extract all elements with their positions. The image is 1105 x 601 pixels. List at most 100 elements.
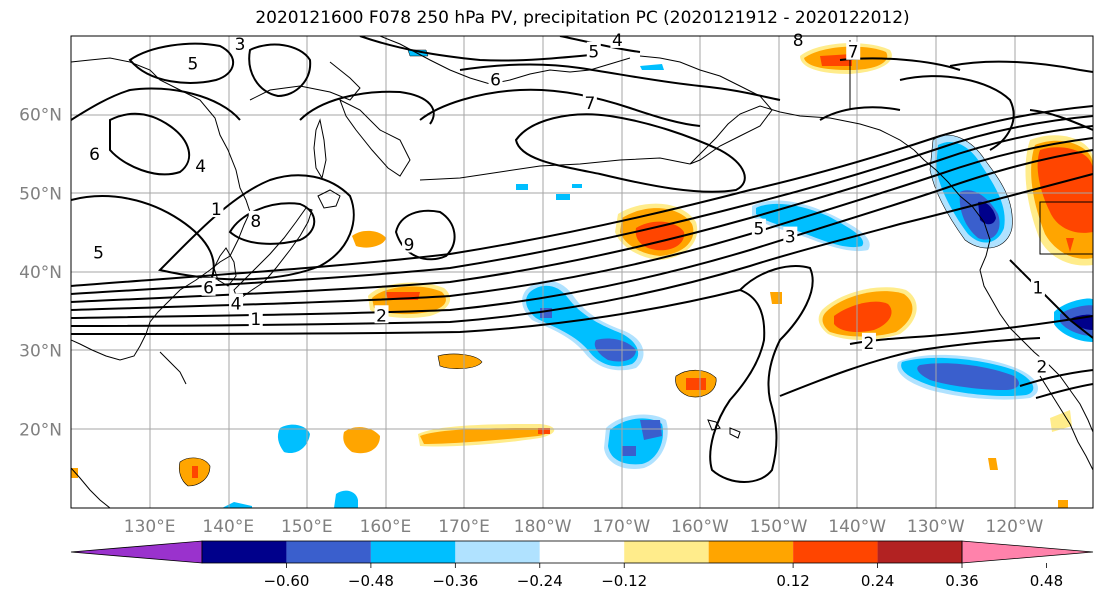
- precip-pos-small5-core: [192, 466, 198, 478]
- coastlines: [71, 36, 1093, 508]
- pv-loop-trough: [709, 265, 814, 483]
- precip-neg-nepac-mid: [756, 203, 864, 248]
- precip-neg-small5: [640, 64, 664, 70]
- contour-label-bg: [233, 33, 248, 52]
- contour-label-bg: [201, 277, 216, 296]
- contour-label-bg: [185, 53, 200, 72]
- contour-label-bg: [229, 293, 244, 312]
- contour-label-bg: [209, 199, 224, 218]
- contour-label: 6: [203, 279, 214, 299]
- coast-korea: [213, 247, 237, 287]
- contour-label: 4: [195, 157, 206, 177]
- contour-label: 8: [250, 212, 261, 232]
- pv-loop-east4: [1035, 383, 1093, 399]
- colorbar-tick-label: 0.24: [861, 572, 894, 590]
- coast-hawaii: [707, 419, 741, 439]
- lat-label: 50°N: [19, 184, 62, 204]
- colorbar-bin: [624, 541, 709, 563]
- contour-label: 1: [250, 310, 261, 330]
- pv-jet-2: [71, 137, 1093, 311]
- coast-asia-mainland: [71, 57, 251, 361]
- contour-label-bg: [193, 155, 208, 174]
- contour-label: 2: [864, 334, 875, 354]
- contour-label-bg: [1034, 356, 1049, 375]
- contour-label: 4: [231, 294, 242, 314]
- contour-label: 5: [753, 220, 764, 240]
- contour-label-bg: [91, 242, 106, 261]
- lon-label: 140°E: [202, 517, 254, 537]
- pv-loop-north2: [459, 63, 781, 101]
- precip-pos-small6: [770, 292, 782, 304]
- contour-label-bg: [87, 144, 102, 162]
- precip-shading: [71, 43, 1093, 508]
- lon-label: 160°W: [671, 517, 729, 537]
- contour-label: 6: [490, 70, 501, 90]
- border-canada-us: [1039, 201, 1093, 255]
- pv-contours: [71, 36, 1093, 483]
- precip-pos-small3-core: [686, 378, 706, 390]
- pv-jet-5: [71, 105, 1093, 287]
- coast-ryukyu: [159, 351, 187, 385]
- colorbar-tick-label: −0.48: [348, 572, 394, 590]
- colorbar-tick-label: −0.24: [517, 572, 563, 590]
- colorbar: −0.60 −0.48 −0.36 −0.24 −0.12 0.12 0.24 0.36 0.4…: [70, 540, 1094, 590]
- lon-label: 170°E: [438, 517, 490, 537]
- precip-neg-dateline-strong2: [540, 308, 552, 318]
- pv-loop-japan-outer: [158, 174, 355, 281]
- lat-label: 20°N: [19, 420, 62, 440]
- pv-loop-gulf2: [819, 106, 901, 121]
- contour-label-bg: [610, 29, 625, 48]
- contour-label-bg: [586, 41, 601, 60]
- lat-label: 40°N: [19, 263, 62, 283]
- pv-loop-east1: [779, 337, 1041, 397]
- contour-label: 4: [612, 31, 623, 51]
- precip-pos-small2: [437, 353, 483, 369]
- colorbar-bin: [202, 541, 287, 563]
- colorbar-bin: [793, 541, 878, 563]
- pv-loop-nw1: [128, 42, 234, 84]
- pv-loop-west: [71, 195, 215, 283]
- longitude-labels: 130°E 140°E 150°E 160°E 170°E 180°W 170°W 160°W…: [124, 517, 1044, 537]
- contour-label-bg: [248, 210, 263, 229]
- pv-loop-north1: [359, 36, 601, 62]
- precip-pos-small-red: [1066, 238, 1074, 252]
- coast-okhotsk: [249, 61, 361, 101]
- contour-label: 7: [584, 94, 595, 114]
- lon-label: 130°E: [124, 517, 176, 537]
- contour-label-bg: [248, 309, 263, 328]
- colorbar-bin: [370, 541, 456, 563]
- contour-label: 1: [1033, 279, 1044, 299]
- pv-loop-siberia: [299, 90, 435, 125]
- colorbar-tick-label: 0.36: [945, 572, 978, 590]
- latitude-labels: 60°N 50°N 40°N 30°N 20°N: [19, 106, 62, 441]
- pv-jet-7: [71, 289, 741, 335]
- lat-label: 30°N: [19, 342, 62, 362]
- contour-label-bg: [791, 29, 806, 48]
- lon-label: 160°E: [360, 517, 412, 537]
- precip-neg-pacnw-core: [978, 201, 996, 225]
- contour-label: 3: [785, 228, 796, 248]
- pv-loop-nw4: [109, 112, 190, 176]
- pv-jet-1: [71, 149, 1093, 319]
- lon-label: 150°E: [281, 517, 333, 537]
- precip-pos-canada-strong: [1037, 147, 1093, 233]
- contour-label-bg: [1030, 277, 1045, 296]
- contour-label-bg: [582, 92, 597, 111]
- precip-pos-small7: [1050, 410, 1072, 432]
- pv-loop-alaska: [514, 113, 746, 193]
- pv-loop-canada3: [1029, 109, 1093, 131]
- contour-label: 7: [848, 43, 859, 63]
- colorbar-tick-label: 0.12: [776, 572, 809, 590]
- contour-label: 3: [235, 35, 246, 55]
- lon-label: 180°W: [514, 517, 572, 537]
- coast-kamchatka: [339, 98, 411, 177]
- coast-baja: [1039, 375, 1093, 471]
- precip-neg-sub-strong: [917, 363, 1019, 390]
- coast-japan-hokkaido: [317, 189, 341, 209]
- precip-neg-small2: [334, 490, 358, 508]
- precip-neg-small8: [572, 184, 582, 188]
- lon-label: 170°W: [592, 517, 650, 537]
- contour-label-bg: [751, 218, 766, 237]
